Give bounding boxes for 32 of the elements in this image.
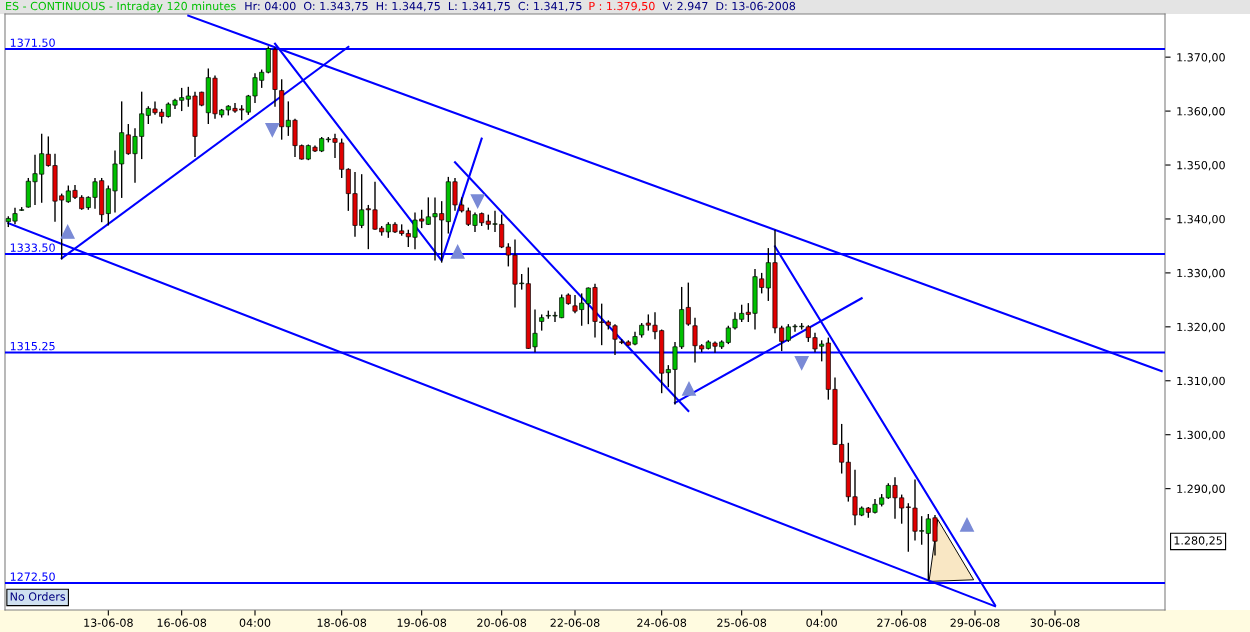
text: V: 2.947 D: 13-06-2008 [662,1,796,11]
y-tick-label: 1.370,00 [1177,53,1225,63]
y-tick-label: 1.300,00 [1177,430,1225,441]
x-tick-label: 04:00 [239,618,271,627]
x-tick-label: 30-06-08 [1030,618,1080,627]
y-tick-label: 1.320,00 [1177,322,1225,333]
ref-line-label: 1315.25 [10,341,55,351]
x-tick-label: 20-06-08 [477,618,527,627]
ref-line-label: 1272.50 [10,572,55,581]
y-tick-label: 1.310,00 [1177,376,1225,387]
x-tick-label: 16-06-08 [157,618,207,627]
text: 1.280,25 [1174,536,1222,546]
ref-line-label: 1371.50 [10,38,55,47]
y-tick-label: 1.340,00 [1177,214,1225,225]
x-tick-label: 24-06-08 [637,618,687,627]
y-tick-label: 1.330,00 [1177,268,1225,279]
chart-subtitle: Hr: 04:00 O: 1.343,75 H: 1.344,75 L: 1.341,75 C: 1.341,75 [245,1,582,12]
x-tick-label: 25-06-08 [717,618,767,627]
y-tick-label: 1.350,00 [1177,161,1225,171]
text: P : 1.379,50 [589,1,655,12]
x-tick-label: 13-06-08 [84,618,133,627]
x-tick-label: 27-06-08 [877,618,927,627]
ref-line-label: 1333.50 [10,243,55,252]
x-tick-label: 18-06-08 [317,618,367,627]
y-tick-label: 1.290,00 [1177,484,1225,495]
x-tick-label: 19-06-08 [397,618,447,627]
x-tick-label: 22-06-08 [550,618,600,627]
annotation: No Orders [10,592,66,601]
chart-title: ES - CONTINUOUS - Intraday 120 minutes [6,1,236,13]
y-tick-label: 1.360,00 [1177,107,1225,117]
x-tick-label: 29-06-08 [950,618,1000,627]
x-tick-label: 04:00 [806,618,837,627]
